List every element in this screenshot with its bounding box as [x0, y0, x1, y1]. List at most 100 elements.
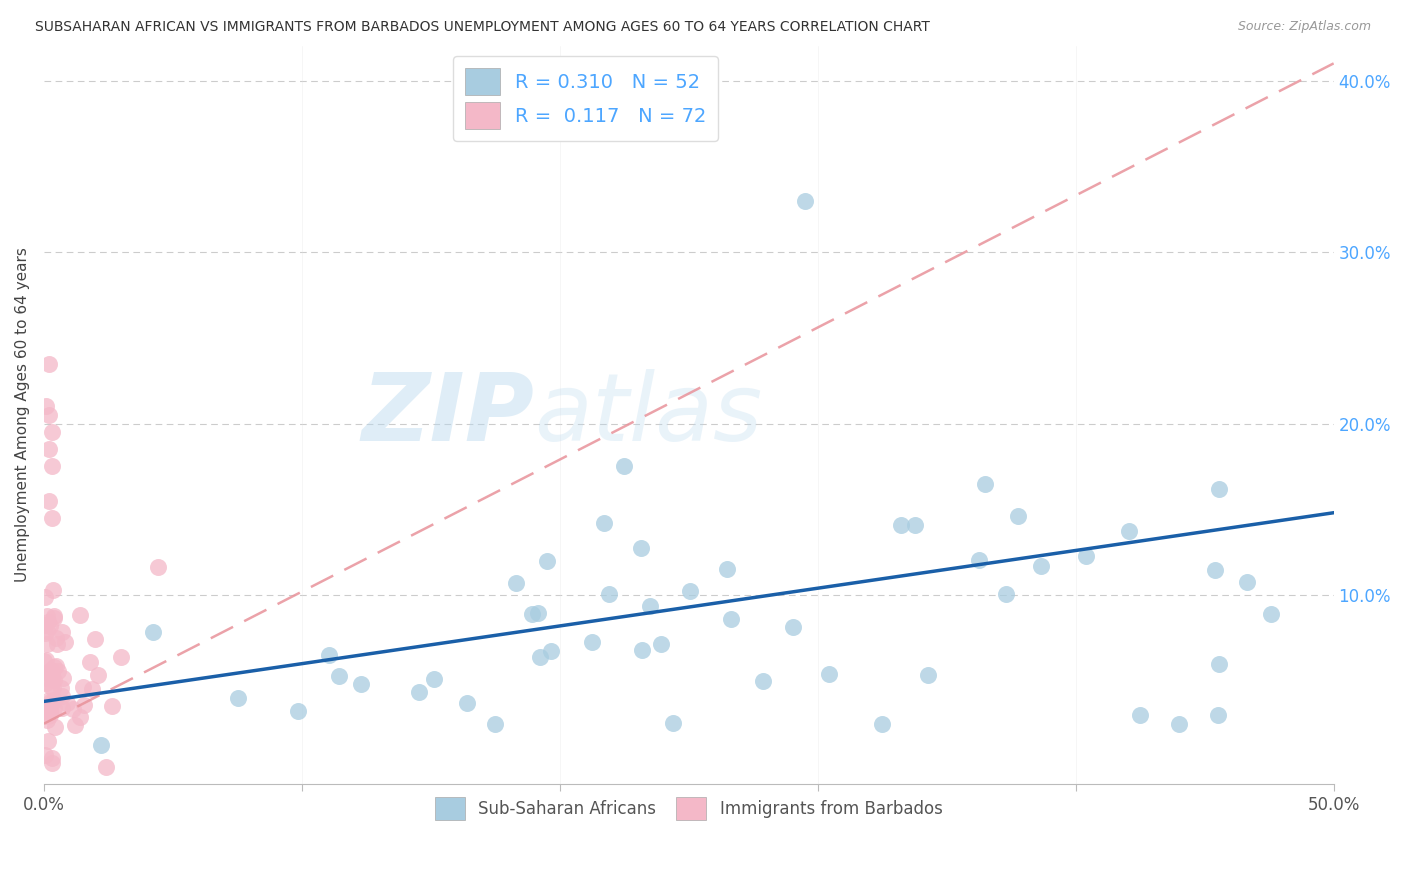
Point — [41, 671, 63, 685]
Point — [45, 631, 67, 645]
Point — [41, 666, 63, 681]
Point — [1260, 607, 1282, 621]
Point — [39, 697, 62, 711]
Point — [41, 756, 63, 771]
Point — [34, 747, 56, 762]
Point — [226, 690, 249, 705]
Point — [39, 707, 62, 722]
Point — [870, 716, 893, 731]
Point — [35, 624, 58, 639]
Point — [423, 672, 446, 686]
Point — [39, 681, 62, 695]
Point — [350, 677, 373, 691]
Point — [37, 615, 59, 629]
Point — [35, 400, 58, 414]
Point — [73, 698, 96, 712]
Point — [782, 620, 804, 634]
Point — [142, 625, 165, 640]
Point — [38, 493, 60, 508]
Point — [1118, 524, 1140, 538]
Point — [456, 697, 478, 711]
Y-axis label: Unemployment Among Ages 60 to 64 years: Unemployment Among Ages 60 to 64 years — [15, 248, 30, 582]
Point — [752, 674, 775, 689]
Point — [38, 408, 60, 422]
Point — [638, 599, 661, 613]
Point — [42, 609, 65, 624]
Text: atlas: atlas — [534, 369, 762, 460]
Point — [94, 759, 117, 773]
Point — [32, 654, 55, 668]
Point — [35, 713, 58, 727]
Point — [72, 680, 94, 694]
Text: SUBSAHARAN AFRICAN VS IMMIGRANTS FROM BARBADOS UNEMPLOYMENT AMONG AGES 60 TO 64 : SUBSAHARAN AFRICAN VS IMMIGRANTS FROM BA… — [35, 20, 929, 34]
Point — [39, 619, 62, 633]
Point — [650, 637, 672, 651]
Point — [38, 442, 60, 457]
Point — [38, 357, 60, 371]
Point — [69, 710, 91, 724]
Point — [1204, 563, 1226, 577]
Point — [34, 698, 56, 713]
Point — [716, 562, 738, 576]
Point — [49, 681, 72, 696]
Point — [484, 716, 506, 731]
Point — [42, 681, 65, 695]
Point — [82, 682, 104, 697]
Point — [45, 658, 67, 673]
Point — [37, 709, 59, 723]
Point — [44, 720, 66, 734]
Point — [39, 663, 62, 677]
Point — [69, 607, 91, 622]
Point — [42, 660, 65, 674]
Point — [42, 693, 65, 707]
Point — [318, 648, 340, 663]
Point — [1208, 657, 1230, 671]
Point — [408, 685, 430, 699]
Point — [679, 584, 702, 599]
Point — [917, 667, 939, 681]
Point — [890, 518, 912, 533]
Point — [581, 634, 603, 648]
Point — [1167, 716, 1189, 731]
Point — [974, 476, 997, 491]
Point — [540, 644, 562, 658]
Point — [51, 701, 73, 715]
Point — [79, 655, 101, 669]
Point — [817, 667, 839, 681]
Point — [995, 587, 1018, 601]
Point — [526, 606, 548, 620]
Point — [35, 671, 58, 685]
Point — [529, 650, 551, 665]
Point — [65, 717, 87, 731]
Point — [328, 669, 350, 683]
Point — [1007, 508, 1029, 523]
Point — [631, 643, 654, 657]
Text: Source: ZipAtlas.com: Source: ZipAtlas.com — [1237, 20, 1371, 33]
Point — [1031, 558, 1053, 573]
Point — [34, 590, 56, 604]
Text: ZIP: ZIP — [361, 369, 534, 461]
Point — [146, 560, 169, 574]
Point — [44, 611, 66, 625]
Point — [86, 667, 108, 681]
Point — [83, 632, 105, 646]
Point — [35, 676, 58, 690]
Point — [793, 194, 815, 208]
Legend: Sub-Saharan Africans, Immigrants from Barbados: Sub-Saharan Africans, Immigrants from Ba… — [429, 790, 949, 827]
Point — [967, 553, 990, 567]
Point — [34, 625, 56, 640]
Point — [520, 607, 543, 622]
Point — [90, 739, 112, 753]
Point — [42, 583, 65, 598]
Point — [41, 511, 63, 525]
Point — [37, 734, 59, 748]
Point — [1208, 482, 1230, 496]
Point — [41, 459, 63, 474]
Point — [44, 673, 66, 687]
Point — [536, 554, 558, 568]
Point — [100, 698, 122, 713]
Point — [505, 576, 527, 591]
Point — [55, 696, 77, 710]
Point — [41, 751, 63, 765]
Point — [38, 704, 60, 718]
